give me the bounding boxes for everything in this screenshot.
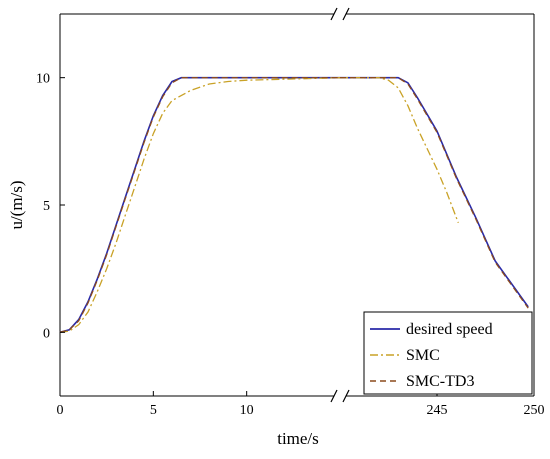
axis-break-mark [342, 7, 350, 21]
x-tick-label: 10 [240, 403, 254, 418]
axis-ticks: 0 5 10 245 250 0 5 10 [36, 72, 545, 418]
x-tick-label: 250 [524, 403, 545, 418]
x-tick-label: 5 [150, 403, 157, 418]
axis-break-mark [330, 7, 338, 21]
x-tick-label: 245 [427, 403, 448, 418]
series-line-desired-speed-part-2 [340, 76, 529, 308]
legend: desired speed SMC SMC-TD3 [363, 311, 533, 395]
x-tick-label: 0 [57, 403, 64, 418]
y-axis-title: u/(m/s) [7, 180, 26, 229]
series-line-desired-speed-part-1 [59, 76, 340, 334]
series-line-smc-part-2 [340, 77, 459, 224]
axis-break-mark [330, 389, 338, 403]
series-lines [59, 76, 529, 334]
series-line-smc-td3-part-1 [59, 77, 340, 333]
x-axis-title: time/s [277, 429, 319, 448]
axis-break-mark [342, 389, 350, 403]
legend-label: SMC [406, 347, 440, 364]
y-tick-label: 0 [43, 326, 50, 341]
series-line-smc-td3-part-2 [340, 77, 529, 309]
legend-label: SMC-TD3 [406, 373, 474, 390]
legend-label: desired speed [406, 321, 493, 338]
series-line-smc-part-1 [59, 77, 341, 333]
y-tick-label: 5 [43, 199, 50, 214]
y-tick-label: 10 [36, 72, 50, 87]
